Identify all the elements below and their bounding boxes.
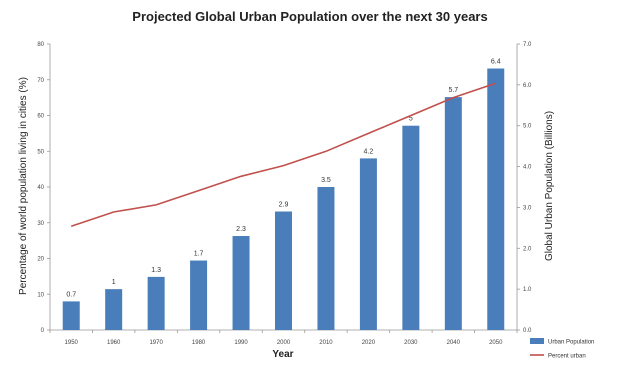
- bar-data-label: 4.2: [364, 148, 374, 155]
- y-left-tick-label: 60: [37, 114, 44, 120]
- bar-data-label: 2.3: [236, 226, 246, 233]
- x-tick-label: 1970: [149, 340, 163, 346]
- bar-data-label: 1.7: [194, 251, 204, 258]
- y-left-tick-label: 70: [37, 78, 44, 84]
- x-tick-label: 1980: [192, 340, 206, 346]
- legend-label-percent-urban: Percent urban: [548, 354, 586, 360]
- x-tick-label: 2010: [319, 340, 333, 346]
- bar-series: [62, 68, 505, 330]
- x-tick-label: 1950: [65, 340, 79, 346]
- x-tick-label: 1960: [107, 340, 121, 346]
- y-axis-right-label: Global Urban Population (Billions): [544, 111, 555, 261]
- x-tick-label: 2050: [489, 340, 503, 346]
- y-right-tick-label: 1.0: [523, 287, 532, 293]
- category-labels: 1950 1960 1970 1980 1990 2000 2010 2020 2030 2040…: [65, 340, 504, 346]
- y-right-tick-label: 5.0: [523, 124, 532, 130]
- bar: [190, 260, 208, 330]
- legend: Urban Population Percent urban: [530, 338, 594, 360]
- bar-data-label: 5: [409, 116, 413, 123]
- y-axis-left-label: Percentage of world population living in…: [18, 77, 29, 295]
- bar-data-label: 1.3: [151, 267, 161, 274]
- bar-data-labels: 0.7 1 1.3 1.7 2.3 2.9 3.5 4.2 5 5.7 6.4: [66, 59, 500, 299]
- y-right-tick-label: 2.0: [523, 246, 532, 252]
- x-tick-label: 2000: [277, 340, 291, 346]
- x-tick-label: 2040: [447, 340, 461, 346]
- y-left-tick-label: 80: [37, 42, 44, 48]
- bar-data-label: 1: [112, 279, 116, 286]
- y-left-tick-label: 30: [37, 221, 44, 227]
- bar: [402, 125, 420, 330]
- bar: [275, 211, 292, 330]
- bar-data-label: 2.9: [279, 202, 289, 209]
- y-left-tick-label: 50: [37, 149, 44, 155]
- bar: [147, 276, 165, 330]
- bar-data-label: 0.7: [66, 291, 76, 298]
- legend-swatch-urban-population: [530, 338, 544, 344]
- y-right-tick-label: 3.0: [523, 205, 532, 211]
- y-right-tick-label: 6.0: [523, 83, 532, 89]
- percent-urban-line: [70, 82, 497, 228]
- x-tick-label: 2030: [404, 340, 418, 346]
- bar-data-label: 5.7: [448, 87, 458, 94]
- y-left-tick-label: 40: [37, 185, 44, 191]
- y-left-tick-label: 20: [37, 257, 44, 263]
- bar: [232, 236, 250, 330]
- bar: [444, 97, 462, 330]
- y-right-tick-label: 4.0: [523, 165, 532, 171]
- x-axis-label: Year: [272, 349, 293, 360]
- tick-labels: 0 10 20 30 40 50 60 70 80 0.0 1.0 2.0 3.0 4.0 5.0 6.0 7.…: [37, 42, 532, 334]
- x-tick-label: 2020: [362, 340, 376, 346]
- y-right-tick-label: 7.0: [523, 42, 532, 48]
- bar-data-label: 3.5: [321, 177, 331, 184]
- x-tick-label: 1990: [234, 340, 248, 346]
- y-right-tick-label: 0.0: [523, 328, 532, 334]
- bar: [359, 158, 377, 330]
- line-series-group: [70, 82, 497, 228]
- bar: [317, 187, 335, 330]
- bar-data-label: 6.4: [491, 59, 501, 66]
- y-left-tick-label: 0: [41, 328, 45, 334]
- bar: [105, 289, 123, 330]
- legend-label-urban-population: Urban Population: [548, 340, 594, 346]
- bar: [62, 301, 80, 330]
- bar: [487, 68, 505, 330]
- y-left-tick-label: 10: [37, 292, 44, 298]
- chart-title: Projected Global Urban Population over t…: [132, 9, 487, 24]
